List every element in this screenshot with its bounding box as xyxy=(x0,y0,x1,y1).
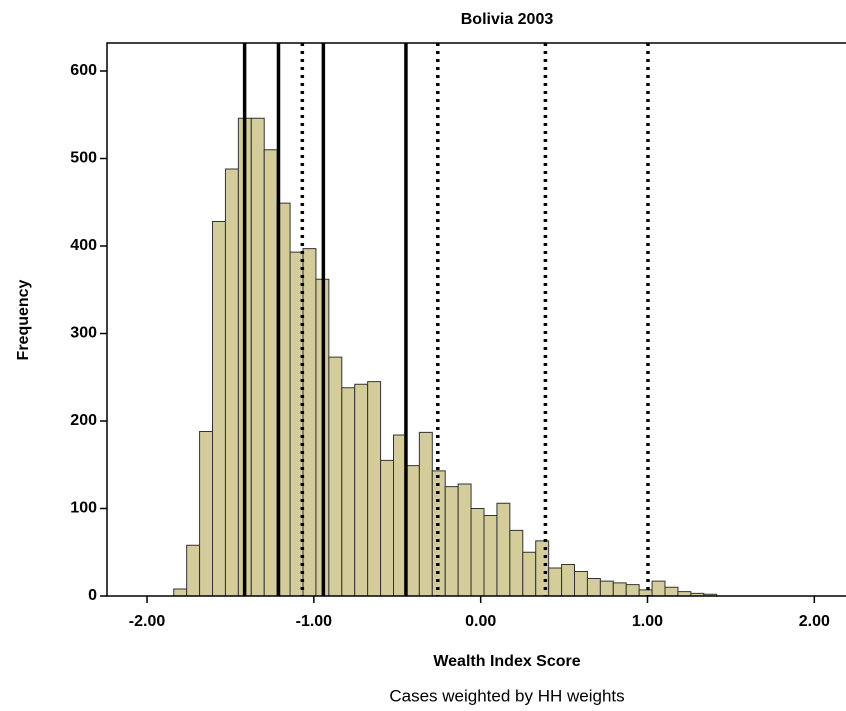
bar xyxy=(354,383,369,597)
bar xyxy=(186,544,201,597)
y-tick-label: 400 xyxy=(70,237,97,254)
x-tick-label: 2.00 xyxy=(799,613,830,630)
bar xyxy=(250,117,265,597)
bar xyxy=(199,431,214,597)
x-tick-label: -2.00 xyxy=(129,613,166,630)
bar xyxy=(328,356,343,597)
bar xyxy=(289,251,304,597)
bar xyxy=(599,580,614,597)
bar xyxy=(625,584,640,597)
x-tick-label: 1.00 xyxy=(632,613,663,630)
x-tick-label: -1.00 xyxy=(296,613,333,630)
bar xyxy=(224,168,239,597)
bar xyxy=(367,381,382,597)
bar xyxy=(444,486,459,597)
bar xyxy=(496,502,511,597)
bar xyxy=(651,580,666,597)
bar xyxy=(418,431,433,597)
bar xyxy=(457,483,472,597)
bar xyxy=(522,551,537,597)
bar xyxy=(483,515,498,597)
bar xyxy=(561,564,576,597)
x-tick-label: 0.00 xyxy=(465,613,496,630)
chart-title: Bolivia 2003 xyxy=(461,11,554,28)
bar xyxy=(638,589,653,597)
note: Cases weighted by HH weights xyxy=(389,686,624,705)
x-axis-label: Wealth Index Score xyxy=(433,653,580,670)
bar xyxy=(574,571,588,597)
bar xyxy=(664,586,679,597)
y-tick-label: 500 xyxy=(70,150,97,167)
plot-frame xyxy=(106,42,846,597)
y-tick-label: 600 xyxy=(70,62,97,79)
bar xyxy=(612,582,627,597)
bar xyxy=(173,588,188,597)
bar xyxy=(405,465,420,597)
bar xyxy=(586,578,601,597)
y-tick-label: 200 xyxy=(70,412,97,429)
bar xyxy=(509,529,524,597)
bar xyxy=(470,508,485,597)
bar xyxy=(212,221,226,597)
y-tick-label: 100 xyxy=(70,500,97,517)
bar xyxy=(263,149,278,597)
y-axis-label: Frequency xyxy=(15,279,32,360)
y-tick-label: 300 xyxy=(70,325,97,342)
bar xyxy=(341,387,356,597)
bar xyxy=(302,248,317,597)
bar xyxy=(548,567,563,597)
y-tick-label: 0 xyxy=(88,587,97,604)
bar xyxy=(380,459,395,597)
